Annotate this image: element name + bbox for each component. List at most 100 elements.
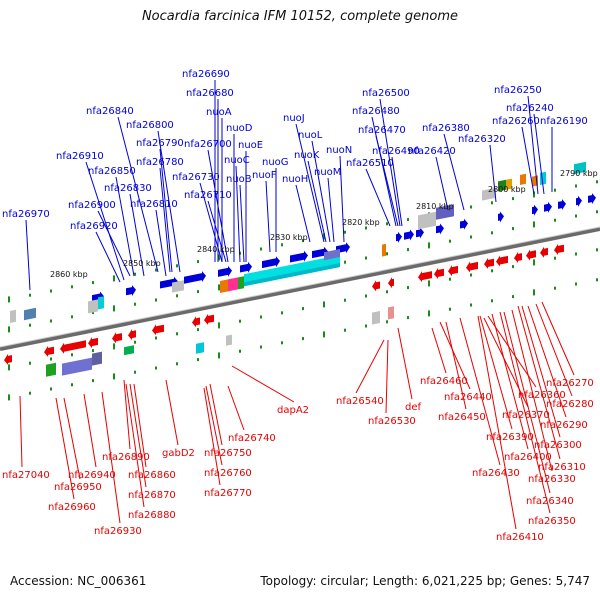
accession-label: Accession: NC_006361	[10, 574, 147, 588]
forward-gene-leader	[95, 231, 121, 283]
scale-tick	[197, 290, 199, 294]
forward-gene-label: nfa26730	[172, 172, 220, 183]
reverse-gene-leader	[439, 321, 471, 390]
scale-tick	[8, 364, 10, 371]
reverse-gene-arrow	[448, 265, 458, 277]
scale-tick	[197, 328, 199, 332]
scale-tick	[29, 293, 31, 297]
feature-block-grey	[88, 299, 98, 314]
scale-tick	[449, 239, 451, 243]
forward-gene-leader	[207, 149, 229, 263]
scale-tick	[554, 218, 556, 222]
reverse-gene-arrow	[466, 261, 478, 273]
scale-tick	[512, 227, 514, 231]
forward-gene-arrow	[240, 261, 252, 273]
forward-gene-leader	[327, 177, 335, 243]
reverse-gene-leader	[459, 317, 501, 466]
reverse-gene-arrow	[540, 246, 548, 258]
scale-tick	[8, 394, 10, 401]
forward-gene-label: nfa26480	[352, 106, 400, 117]
reverse-gene-leader	[123, 379, 131, 450]
scale-label: 2810 kbp	[416, 202, 454, 211]
forward-gene-label: nfa26500	[362, 88, 410, 99]
label-layer: 2790 kbp 2800 kbp 2810 kbp 2820 kbp 2830 kbp…	[2, 69, 598, 543]
scale-tick	[491, 201, 493, 205]
forward-gene-label: nfa26830	[104, 183, 152, 194]
scale-tick	[134, 272, 136, 276]
reverse-gene-label: nfa26880	[128, 510, 176, 521]
reverse-gene-leader	[63, 397, 81, 480]
scale-tick	[533, 259, 535, 266]
forward-gene-label: nfa26800	[126, 120, 174, 131]
feature-block-green	[238, 276, 244, 290]
reverse-gene-label: nfa26870	[128, 490, 176, 501]
reverse-gene-label: nfa26860	[128, 470, 176, 481]
feature-block-grey	[172, 280, 184, 293]
forward-gene-arrow	[498, 211, 504, 223]
forward-gene-label: nuoF	[252, 170, 277, 181]
scale-tick	[407, 316, 409, 320]
scale-tick	[365, 294, 367, 298]
scale-tick	[428, 310, 430, 317]
genome-backbone	[0, 227, 600, 351]
scale-tick	[575, 214, 577, 218]
scale-tick	[197, 260, 199, 264]
forward-gene-leader	[239, 184, 245, 263]
forward-gene-label: nfa26250	[494, 85, 542, 96]
scale-tick	[155, 298, 157, 302]
forward-gene-leader	[199, 182, 223, 263]
forward-gene-leader	[527, 95, 539, 195]
reverse-gene-leader	[397, 327, 413, 400]
scale-tick	[71, 383, 73, 387]
scale-tick	[281, 311, 283, 315]
reverse-gene-label: nfa26740	[228, 433, 276, 444]
scale-tick	[302, 337, 304, 341]
scale-tick	[512, 197, 514, 201]
scale-tick	[386, 290, 388, 294]
reverse-gene-leader	[521, 305, 561, 438]
reverse-gene-label: nfa26760	[204, 468, 252, 479]
forward-gene-leader	[295, 123, 325, 243]
forward-gene-label: nfa26850	[88, 166, 136, 177]
feature-block-grey	[372, 311, 380, 325]
forward-gene-arrow	[436, 223, 444, 235]
forward-gene-label: nfa26490	[372, 146, 420, 157]
forward-gene-leader	[295, 184, 311, 243]
forward-gene-leader	[365, 168, 391, 227]
reverse-gene-label: nfa26450	[438, 412, 486, 423]
reverse-gene-leader	[19, 395, 23, 468]
reverse-gene-label: nfa26330	[528, 474, 576, 485]
scale-tick	[470, 235, 472, 239]
reverse-gene-label: nfa26290	[540, 420, 588, 431]
scale-tick	[92, 349, 94, 353]
reverse-gene-label: nfa26750	[204, 448, 252, 459]
scale-tick	[8, 326, 10, 333]
feature-block-cyan	[98, 296, 104, 310]
scale-tick	[197, 358, 199, 362]
scale-tick	[50, 357, 52, 361]
reverse-gene-label: nfa26430	[472, 468, 520, 479]
feature-block-cyan	[196, 342, 204, 354]
feature-block-grey	[482, 187, 496, 201]
reverse-gene-label: nfa26310	[538, 462, 586, 473]
reverse-gene-label: nfa26770	[204, 488, 252, 499]
reverse-gene-label: nfa26390	[486, 432, 534, 443]
reverse-gene-leader	[491, 313, 529, 450]
reverse-gene-leader	[431, 327, 447, 374]
reverse-gene-label: gabD2	[162, 448, 195, 459]
forward-gene-label: nfa26710	[184, 190, 232, 201]
scale-tick	[29, 391, 31, 395]
feature-block-purple	[324, 249, 340, 261]
genome-summary: Topology: circular; Length: 6,021,225 bp…	[260, 574, 590, 588]
reverse-gene-arrow	[192, 316, 200, 328]
forward-gene-label: nfa26920	[70, 221, 118, 232]
forward-gene-leader	[97, 210, 131, 277]
reverse-gene-leader	[125, 383, 145, 508]
feature-block-grey	[418, 211, 436, 230]
scale-tick	[239, 319, 241, 323]
reverse-gene-label: nfa26960	[48, 502, 96, 513]
reverse-gene-arrow	[526, 249, 536, 261]
scale-tick	[113, 373, 115, 380]
genome-title: Nocardia farcinica IFM 10152, complete g…	[141, 9, 459, 24]
